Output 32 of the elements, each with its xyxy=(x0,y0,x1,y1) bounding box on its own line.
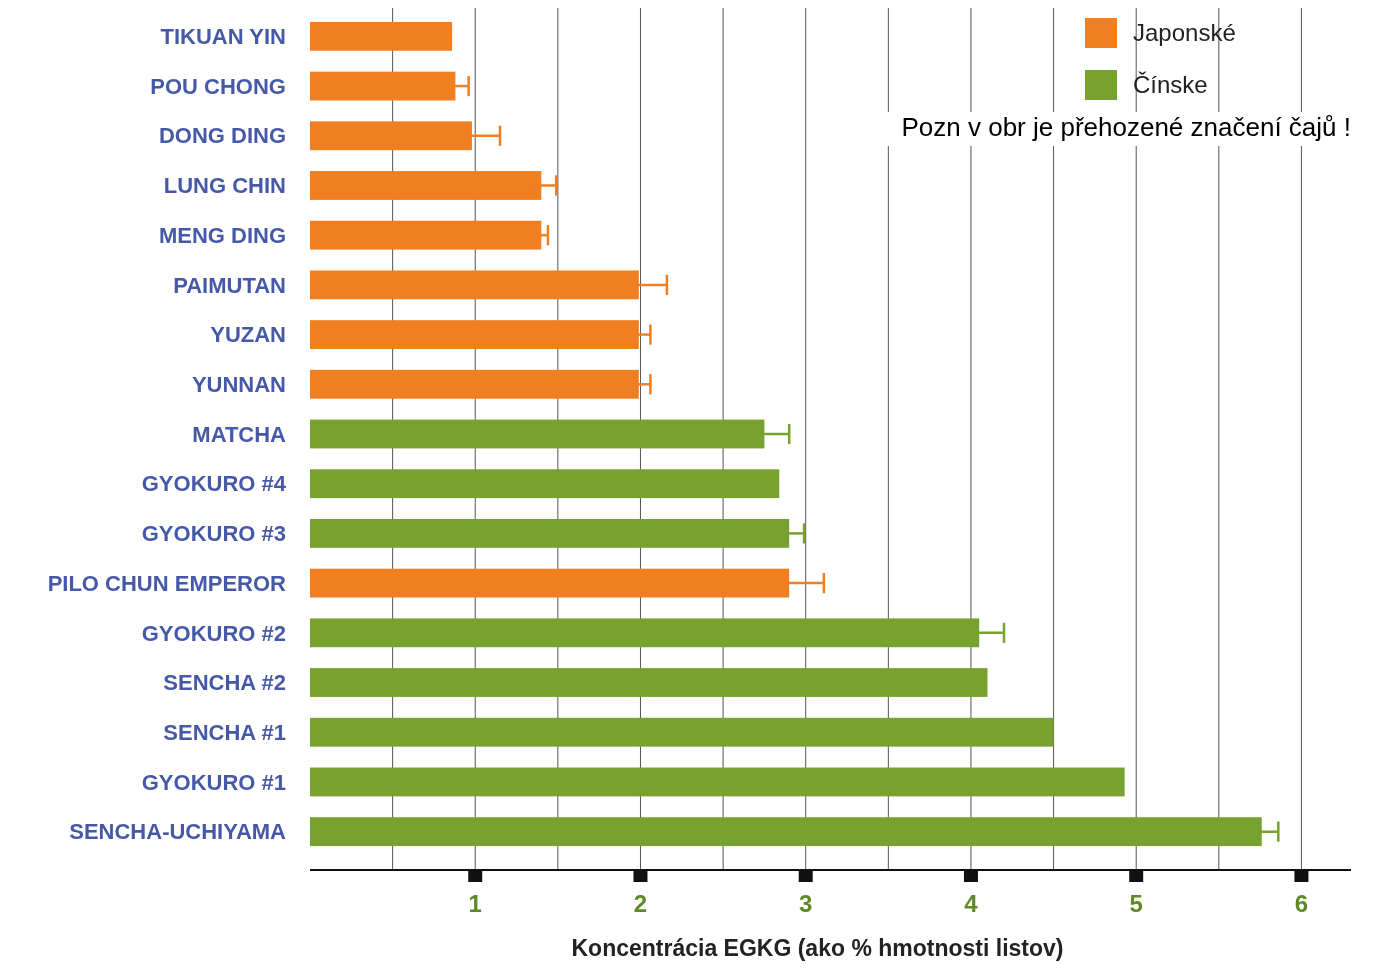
y-tick-label: SENCHA #2 xyxy=(163,670,286,696)
x-tick-label: 5 xyxy=(1129,890,1143,917)
y-tick-label: DONG DING xyxy=(158,123,286,149)
y-tick-label: GYOKURO #3 xyxy=(141,521,286,547)
x-tick-label: 3 xyxy=(799,890,813,917)
y-tick-label: TIKUAN YIN xyxy=(160,24,286,50)
x-tick-label: 6 xyxy=(1294,890,1309,917)
bar xyxy=(310,21,453,51)
y-tick-label: YUNNAN xyxy=(191,371,286,397)
bar xyxy=(310,717,1054,747)
y-tick-label: SENCHA #1 xyxy=(163,719,286,745)
y-tick-label: YUZAN xyxy=(210,322,286,348)
bar xyxy=(310,668,988,697)
x-tick-label: 2 xyxy=(633,890,648,917)
y-tick-label: MATCHA xyxy=(192,421,287,447)
y-tick-label: PILO CHUN EMPEROR xyxy=(47,570,287,596)
x-tick-label: 1 xyxy=(468,890,482,917)
y-tick-label: SENCHA-UCHIYAMA xyxy=(69,819,287,845)
y-tick-label: GYOKURO #2 xyxy=(141,620,286,646)
y-tick-label: GYOKURO #1 xyxy=(141,769,286,795)
y-tick-label: LUNG CHIN xyxy=(163,173,286,199)
y-tick-label: GYOKURO #4 xyxy=(141,471,287,497)
annotation: Pozn v obr je přehozené značení čajů ! xyxy=(901,112,1351,142)
bar xyxy=(310,767,1125,797)
y-tick-label: PAIMUTAN xyxy=(173,272,286,298)
legend-label: Japonské xyxy=(1133,19,1236,47)
x-tick-label: 4 xyxy=(964,890,979,917)
legend-label: Čínske xyxy=(1133,71,1208,99)
x-axis-title: Koncentrácia EGKG (ako % hmotnosti listov) xyxy=(571,935,1064,961)
y-tick-label: POU CHONG xyxy=(150,73,286,99)
bar xyxy=(310,469,780,499)
y-tick-label: MENG DING xyxy=(158,222,286,248)
